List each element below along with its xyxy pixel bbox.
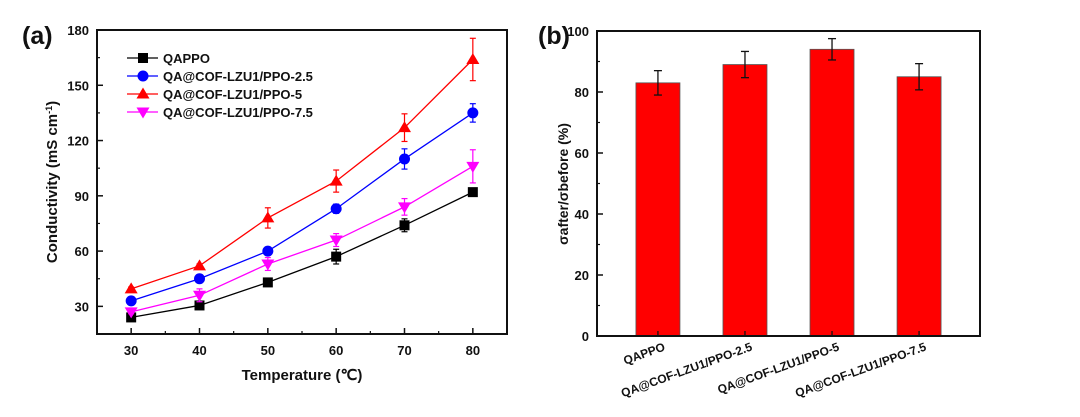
legend-marker — [136, 107, 150, 119]
y-tick-label: 60 — [575, 146, 589, 161]
y-tick-label: 80 — [575, 85, 589, 100]
series-3 — [124, 149, 480, 319]
panel-a-conductivity-chart: (a) Temperature (℃) Conductivity (mS cm-… — [22, 22, 508, 384]
legend-marker — [136, 87, 150, 99]
legend-label: QA@COF-LZU1/PPO-7.5 — [163, 105, 313, 120]
bar — [896, 76, 942, 337]
data-point — [466, 161, 480, 173]
data-point — [193, 259, 206, 271]
legend-marker — [137, 70, 149, 82]
panel-a-x-axis-label: Temperature (℃) — [242, 367, 363, 384]
y-tick-label: 0 — [582, 329, 589, 344]
panel-b-label: (b) — [538, 22, 570, 50]
data-point — [467, 107, 479, 119]
series-line — [130, 59, 474, 290]
x-tick-label: 30 — [124, 343, 138, 358]
y-tick-label: 180 — [67, 23, 89, 38]
y-tick-label: 120 — [67, 134, 89, 149]
data-point — [466, 52, 480, 64]
data-point — [125, 295, 137, 307]
y-label-main: Conductivity (mS cm — [44, 114, 61, 263]
y-tick-label: 60 — [75, 244, 89, 259]
data-point — [124, 307, 138, 319]
y-label-close: ) — [44, 101, 61, 106]
legend-label: QA@COF-LZU1/PPO-2.5 — [163, 69, 313, 84]
y-tick-label: 150 — [67, 78, 89, 93]
bar — [809, 48, 855, 337]
series-line — [131, 191, 474, 319]
bar — [635, 82, 681, 337]
panel-a-label: (a) — [22, 22, 53, 50]
data-point — [329, 235, 343, 247]
data-point — [398, 121, 411, 133]
panel-b-retention-chart: (b) σafter/σbefore (%) 0 20 40 60 80 100 QAPPO… — [538, 22, 981, 400]
x-tick-label: QAPPO — [621, 340, 667, 368]
data-point — [399, 153, 410, 165]
y-tick-label: 40 — [575, 207, 589, 222]
data-point — [262, 245, 274, 257]
data-point — [124, 282, 138, 294]
y-tick-label: 100 — [567, 24, 589, 39]
data-point — [399, 220, 410, 231]
data-point — [329, 174, 343, 186]
data-point — [262, 277, 273, 288]
legend-marker — [138, 53, 148, 63]
data-point — [194, 273, 205, 285]
x-tick-label: 50 — [261, 343, 275, 358]
x-tick-label: 80 — [466, 343, 480, 358]
data-point — [193, 290, 206, 302]
y-tick-label: 30 — [75, 299, 89, 314]
y-tick-label: 20 — [575, 268, 589, 283]
legend-label: QAPPO — [163, 51, 210, 66]
panel-b-y-axis-label: σafter/σbefore (%) — [555, 123, 571, 245]
legend-label: QA@COF-LZU1/PPO-5 — [163, 87, 302, 102]
x-tick-label: 70 — [397, 343, 411, 358]
data-point — [330, 203, 342, 215]
series-line — [131, 165, 474, 313]
series-line — [130, 112, 474, 302]
panel-a-y-axis-label: Conductivity (mS cm-1) — [44, 101, 61, 263]
series-2 — [124, 37, 480, 294]
data-point — [261, 211, 275, 223]
y-label-superscript: -1 — [44, 106, 54, 114]
x-tick-label: 40 — [192, 343, 206, 358]
series-0 — [126, 187, 478, 323]
data-point — [194, 300, 205, 311]
y-tick-label: 90 — [75, 189, 89, 204]
panel-b-plot-frame — [596, 30, 981, 337]
data-point — [398, 202, 411, 214]
x-tick-label: 60 — [329, 343, 343, 358]
data-point — [331, 251, 342, 262]
data-point — [261, 259, 275, 271]
bar — [722, 64, 768, 337]
series-1 — [125, 103, 479, 307]
data-point — [467, 187, 478, 198]
